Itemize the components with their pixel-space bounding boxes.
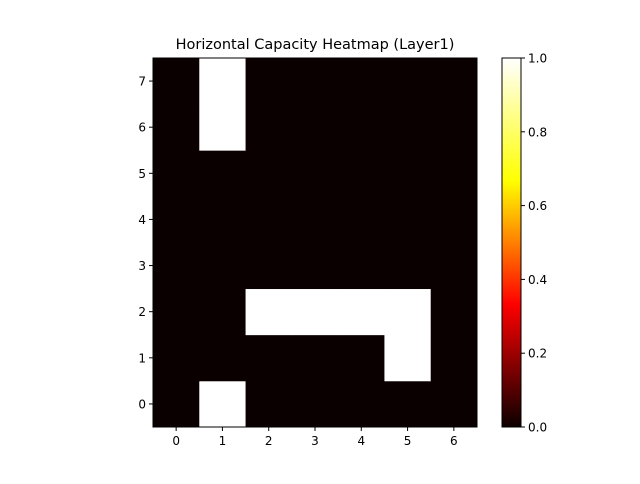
heatmap-cell <box>384 104 432 151</box>
heatmap-cell <box>153 196 200 243</box>
heatmap-cell <box>153 58 200 105</box>
heatmap-cell <box>199 380 246 428</box>
heatmap-cell <box>384 196 432 243</box>
heatmap-cell <box>291 380 339 428</box>
colorbar-axis: 0.0 0.2 0.4 0.6 0.8 1.0 <box>521 52 547 435</box>
colorbar-gradient <box>502 58 521 427</box>
heatmap-cell <box>430 380 478 428</box>
heatmap-cell <box>384 288 432 336</box>
heatmap-cell <box>384 150 432 197</box>
heatmap-cell <box>245 334 293 382</box>
heatmap-cell <box>384 242 432 290</box>
heatmap-cell <box>291 242 339 290</box>
heatmap-cells <box>153 58 478 428</box>
x-tick-label: 3 <box>311 434 319 448</box>
heatmap-cell <box>338 58 385 105</box>
heatmap-cell <box>384 380 432 428</box>
heatmap-cell <box>338 104 385 151</box>
heatmap-cell <box>153 104 200 151</box>
heatmap-cell <box>199 334 246 382</box>
x-tick-label: 0 <box>172 434 180 448</box>
colorbar-tick-label: 0.8 <box>528 125 547 139</box>
x-tick-label: 4 <box>357 434 365 448</box>
heatmap-cell <box>384 58 432 105</box>
colorbar-frame <box>501 57 522 428</box>
heatmap-cell <box>199 58 246 105</box>
y-tick-label: 4 <box>138 213 146 227</box>
heatmap-cell <box>245 150 293 197</box>
x-tick-label: 6 <box>450 434 458 448</box>
y-tick-label: 6 <box>138 121 146 135</box>
heatmap-cell <box>199 242 246 290</box>
heatmap-cell <box>199 104 246 151</box>
heatmap-cell <box>291 150 339 197</box>
colorbar-tick-label: 0.4 <box>528 273 547 287</box>
heatmap-cell <box>338 150 385 197</box>
colorbar-tick-label: 0.2 <box>528 347 547 361</box>
colorbar-tick-label: 1.0 <box>528 52 547 66</box>
heatmap-cell <box>291 196 339 243</box>
heatmap-cell <box>153 334 200 382</box>
colorbar-tick-label: 0.6 <box>528 199 547 213</box>
heatmap-cell <box>199 288 246 336</box>
heatmap-cell <box>291 288 339 336</box>
heatmap-cell <box>338 196 385 243</box>
heatmap-cell <box>338 242 385 290</box>
heatmap-cell <box>430 196 478 243</box>
heatmap-cell <box>430 334 478 382</box>
heatmap-cell <box>338 334 385 382</box>
heatmap-cell <box>430 58 478 105</box>
heatmap-cell <box>245 196 293 243</box>
heatmap-cell <box>245 104 293 151</box>
heatmap-cell <box>430 242 478 290</box>
y-tick-label: 0 <box>138 397 146 411</box>
heatmap-cell <box>153 242 200 290</box>
x-tick-label: 2 <box>265 434 273 448</box>
heatmap-cell <box>338 380 385 428</box>
heatmap-cell <box>384 334 432 382</box>
heatmap-cell <box>291 104 339 151</box>
x-tick-label: 5 <box>404 434 412 448</box>
heatmap-cell <box>199 150 246 197</box>
heatmap-cell <box>245 380 293 428</box>
x-axis: 0 1 2 3 4 5 6 <box>172 427 458 448</box>
heatmap-cell <box>291 334 339 382</box>
y-axis: 0 1 2 3 4 5 6 7 <box>138 75 153 411</box>
heatmap-cell <box>430 104 478 151</box>
heatmap-cell <box>153 380 200 428</box>
heatmap-cell <box>245 288 293 336</box>
y-tick-label: 5 <box>138 167 146 181</box>
y-tick-label: 1 <box>138 351 146 365</box>
chart-title: Horizontal Capacity Heatmap (Layer1) <box>176 37 455 53</box>
heatmap-cell <box>430 288 478 336</box>
heatmap-cell <box>245 242 293 290</box>
y-tick-label: 3 <box>138 259 146 273</box>
heatmap-cell <box>338 288 385 336</box>
heatmap-cell <box>153 288 200 336</box>
colorbar-tick-label: 0.0 <box>528 421 547 435</box>
heatmap-cell <box>430 150 478 197</box>
heatmap-cell <box>291 58 339 105</box>
y-tick-label: 7 <box>138 75 146 89</box>
x-tick-label: 1 <box>219 434 227 448</box>
heatmap-cell <box>245 58 293 105</box>
y-tick-label: 2 <box>138 305 146 319</box>
heatmap-cell <box>153 150 200 197</box>
heatmap-cell <box>199 196 246 243</box>
